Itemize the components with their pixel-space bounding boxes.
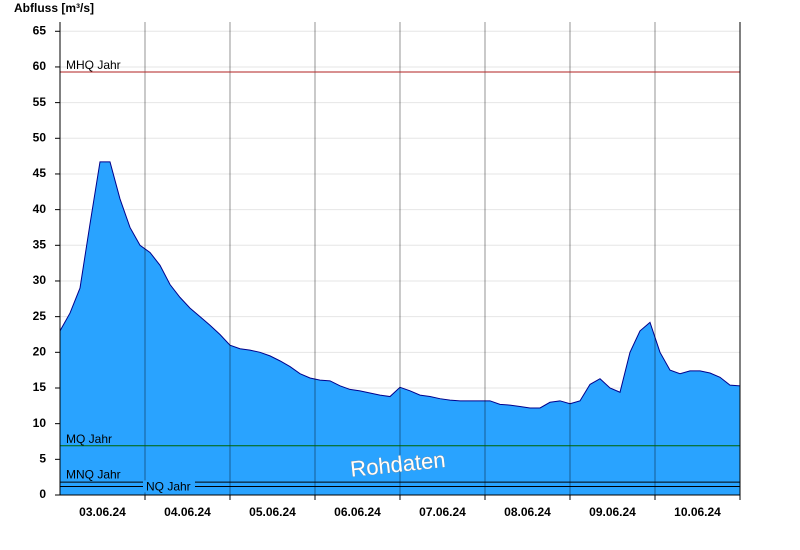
label-bg [143, 480, 195, 493]
x-tick-label: 04.06.24 [164, 505, 211, 519]
y-tick-label: 20 [33, 344, 47, 358]
reference-label: MQ Jahr [66, 432, 112, 446]
x-tick-label: 10.06.24 [674, 505, 721, 519]
y-tick-label: 55 [33, 95, 47, 109]
reference-label: NQ Jahr [146, 480, 191, 494]
y-tick-label: 35 [33, 237, 47, 251]
y-tick-label: 25 [33, 309, 47, 323]
y-tick-label: 5 [39, 452, 46, 466]
y-tick-label: 30 [33, 273, 47, 287]
y-tick-label: 60 [33, 59, 47, 73]
y-tick-label: 50 [33, 130, 47, 144]
y-tick-label: 10 [33, 416, 47, 430]
y-tick-label: 40 [33, 202, 47, 216]
reference-label: MNQ Jahr [66, 467, 121, 481]
x-tick-label: 05.06.24 [249, 505, 296, 519]
chart-title: Abfluss [m³/s] [14, 1, 94, 15]
x-tick-label: 03.06.24 [79, 505, 126, 519]
x-tick-label: 08.06.24 [504, 505, 551, 519]
reference-label: MHQ Jahr [66, 58, 121, 72]
y-tick-label: 0 [39, 487, 46, 501]
y-tick-label: 45 [33, 166, 47, 180]
x-tick-label: 06.06.24 [334, 505, 381, 519]
y-tick-label: 15 [33, 380, 47, 394]
x-tick-label: 09.06.24 [589, 505, 636, 519]
y-tick-label: 65 [33, 23, 47, 37]
x-tick-label: 07.06.24 [419, 505, 466, 519]
